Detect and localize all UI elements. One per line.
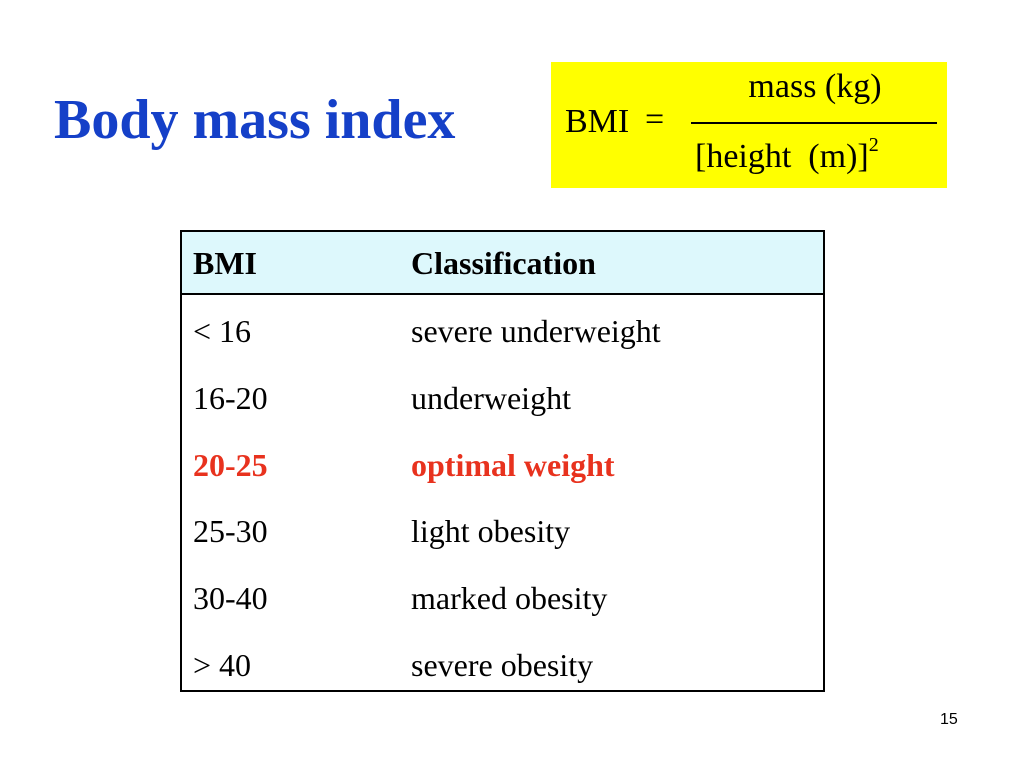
- row-classification: underweight: [411, 380, 571, 416]
- table-header-row: BMI Classification: [182, 232, 823, 295]
- row-classification: severe obesity: [411, 647, 594, 683]
- row-range: 25-30: [193, 513, 268, 549]
- slide-title: Body mass index: [54, 89, 456, 151]
- row-classification: severe underweight: [411, 313, 661, 349]
- row-range-highlight: 20-25: [193, 447, 268, 483]
- bmi-classification-table: BMI Classification < 16 severe underweig…: [180, 230, 825, 692]
- row-classification: marked obesity: [411, 580, 608, 616]
- fraction-bar: [691, 122, 937, 124]
- row-range: 30-40: [193, 580, 268, 616]
- bmi-formula: BMI = mass (kg) [height (m)]2: [551, 62, 947, 188]
- formula-numerator: mass (kg): [748, 68, 882, 105]
- row-range: > 40: [193, 647, 252, 683]
- row-classification: light obesity: [411, 513, 571, 549]
- row-range: < 16: [193, 313, 252, 349]
- formula-denominator: [height (m)]: [695, 138, 869, 175]
- formula-exponent: 2: [868, 134, 879, 156]
- row-classification-highlight: optimal weight: [411, 447, 615, 483]
- page-number: 15: [940, 711, 958, 728]
- row-range: 16-20: [193, 380, 268, 416]
- formula-lhs: BMI: [565, 103, 630, 140]
- formula-denominator-wrap: [height (m)]2: [695, 135, 879, 175]
- header-bmi: BMI: [193, 245, 257, 281]
- header-classification: Classification: [411, 245, 596, 281]
- formula-equals: =: [645, 101, 665, 138]
